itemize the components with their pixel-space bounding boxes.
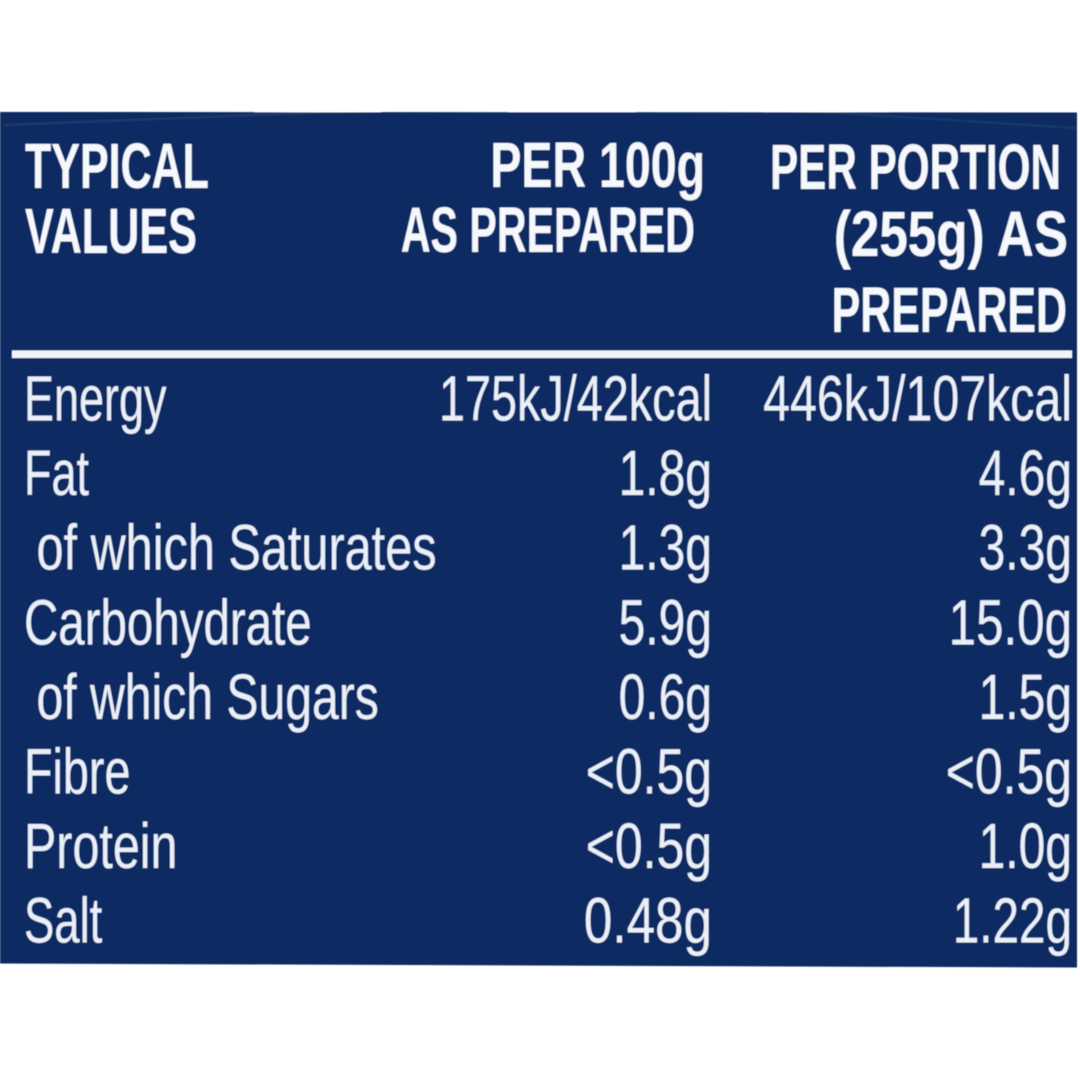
svg-text:1.8g: 1.8g xyxy=(619,437,712,508)
svg-text:(255g) AS: (255g) AS xyxy=(834,200,1068,271)
svg-text:Protein: Protein xyxy=(24,812,177,883)
svg-text:PER PORTION: PER PORTION xyxy=(770,132,1061,203)
svg-text:1.0g: 1.0g xyxy=(979,810,1072,881)
svg-text:<0.5g: <0.5g xyxy=(946,737,1072,808)
svg-text:175kJ/42kcal: 175kJ/42kcal xyxy=(439,362,712,434)
svg-text:PREPARED: PREPARED xyxy=(832,274,1067,346)
svg-text:of which Sugars: of which Sugars xyxy=(37,661,379,732)
svg-text:1.3g: 1.3g xyxy=(619,512,712,583)
svg-text:<0.5g: <0.5g xyxy=(586,811,712,882)
svg-text:PER 100g: PER 100g xyxy=(490,129,705,201)
svg-text:3.3g: 3.3g xyxy=(979,512,1072,583)
svg-text:5.9g: 5.9g xyxy=(619,587,712,658)
svg-text:1.5g: 1.5g xyxy=(979,661,1072,732)
svg-text:0.6g: 0.6g xyxy=(619,661,712,732)
svg-text:4.6g: 4.6g xyxy=(979,437,1072,508)
svg-text:of which Saturates: of which Saturates xyxy=(37,513,437,584)
svg-text:1.22g: 1.22g xyxy=(953,885,1072,956)
svg-text:446kJ/107kcal: 446kJ/107kcal xyxy=(763,364,1072,435)
svg-text:Energy: Energy xyxy=(24,363,167,435)
svg-text:0.48g: 0.48g xyxy=(584,886,712,957)
svg-text:TYPICAL: TYPICAL xyxy=(25,130,209,202)
svg-text:Fibre: Fibre xyxy=(24,735,130,807)
svg-text:VALUES: VALUES xyxy=(25,196,197,268)
svg-text:Carbohydrate: Carbohydrate xyxy=(24,586,312,658)
svg-text:<0.5g: <0.5g xyxy=(586,737,712,808)
svg-text:Fat: Fat xyxy=(24,437,89,509)
svg-text:AS PREPARED: AS PREPARED xyxy=(401,195,695,266)
svg-text:Salt: Salt xyxy=(24,885,103,956)
svg-text:15.0g: 15.0g xyxy=(949,587,1072,659)
